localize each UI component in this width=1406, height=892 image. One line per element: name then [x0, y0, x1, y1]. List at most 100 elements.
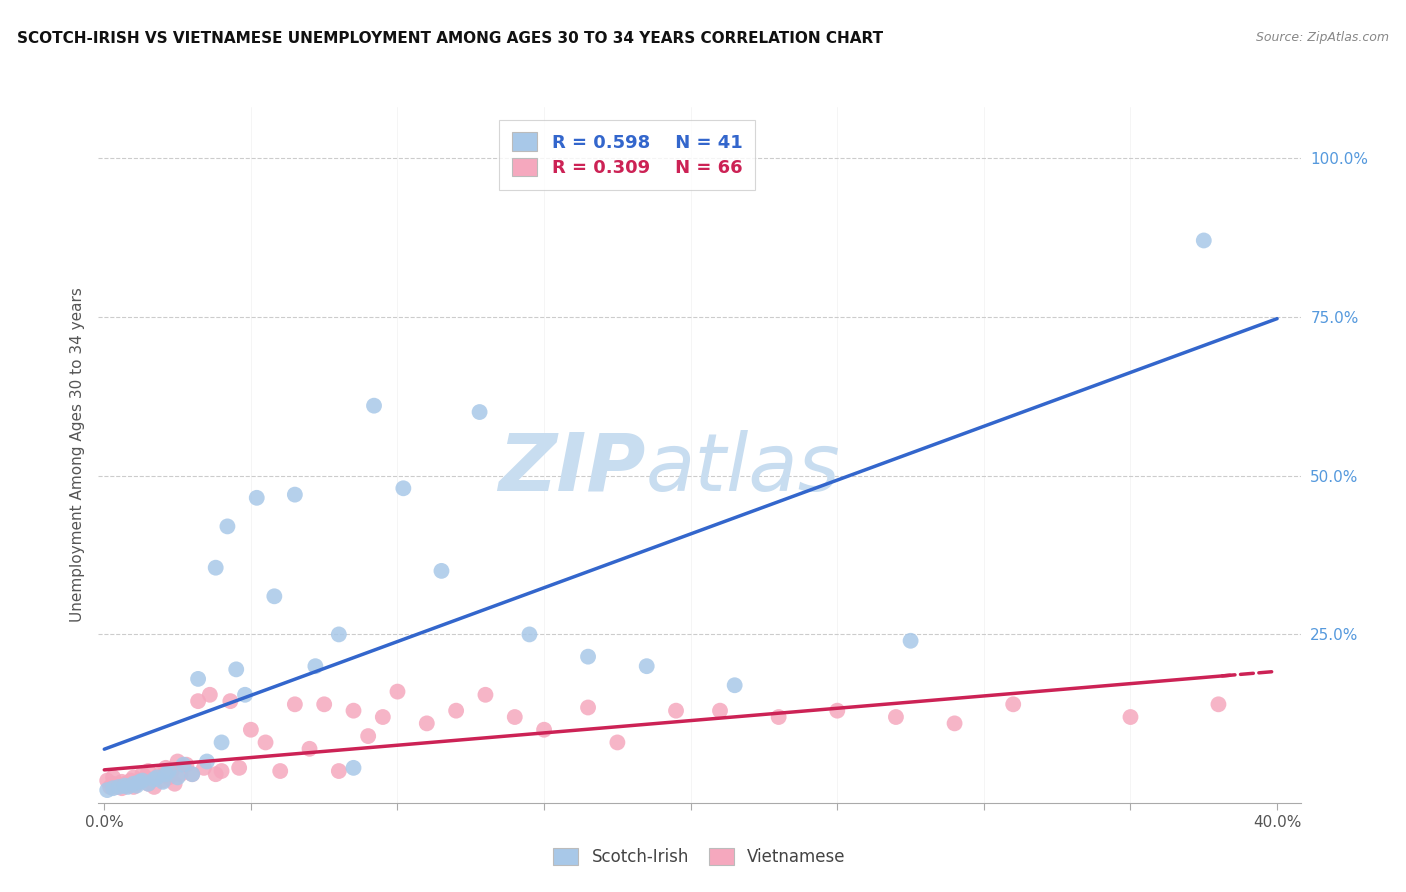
Point [328, 764, 350, 778]
Point [709, 704, 731, 718]
Point [101, 771, 124, 785]
Point [108, 780, 131, 794]
Point [198, 688, 221, 702]
Point [900, 633, 922, 648]
Point [1119, 710, 1142, 724]
Point [128, 774, 150, 789]
Point [217, 519, 239, 533]
Point [298, 741, 321, 756]
Point [155, 761, 177, 775]
Point [101, 781, 124, 796]
Point [416, 716, 439, 731]
Point [169, 767, 191, 781]
Point [152, 773, 174, 788]
Point [204, 767, 226, 781]
Point [1002, 698, 1025, 712]
Point [576, 649, 599, 664]
Point [606, 735, 628, 749]
Point [636, 659, 658, 673]
Point [96, 783, 118, 797]
Point [314, 698, 336, 712]
Point [108, 779, 131, 793]
Point [131, 767, 153, 781]
Point [143, 772, 166, 787]
Legend: Scotch-Irish, Vietnamese: Scotch-Irish, Vietnamese [546, 839, 853, 874]
Point [371, 710, 394, 724]
Point [134, 771, 156, 785]
Point [136, 764, 159, 778]
Point [827, 704, 849, 718]
Point [187, 694, 209, 708]
Point [342, 761, 364, 775]
Point [576, 700, 599, 714]
Point [284, 698, 307, 712]
Text: atlas: atlas [645, 430, 841, 508]
Point [111, 781, 134, 796]
Point [943, 716, 966, 731]
Point [146, 771, 169, 785]
Point [204, 560, 226, 574]
Point [468, 405, 491, 419]
Point [136, 777, 159, 791]
Point [160, 764, 183, 778]
Point [219, 694, 242, 708]
Point [1208, 698, 1230, 712]
Point [125, 777, 148, 791]
Point [392, 481, 415, 495]
Point [96, 773, 118, 788]
Point [117, 779, 139, 793]
Point [474, 688, 496, 702]
Point [149, 767, 172, 781]
Point [157, 764, 180, 778]
Point [211, 764, 233, 778]
Point [444, 704, 467, 718]
Point [176, 757, 198, 772]
Point [225, 662, 247, 676]
Point [254, 735, 277, 749]
Point [152, 774, 174, 789]
Point [211, 735, 233, 749]
Point [181, 767, 204, 781]
Point [172, 757, 194, 772]
Point [193, 761, 215, 775]
Point [131, 773, 153, 788]
Point [114, 777, 136, 791]
Point [724, 678, 747, 692]
Point [430, 564, 453, 578]
Point [122, 780, 145, 794]
Point [228, 761, 250, 775]
Point [98, 780, 121, 794]
Text: Source: ZipAtlas.com: Source: ZipAtlas.com [1256, 31, 1389, 45]
Point [246, 491, 269, 505]
Point [141, 773, 163, 788]
Text: ZIP: ZIP [498, 430, 645, 508]
Point [146, 771, 169, 785]
Point [884, 710, 907, 724]
Point [128, 773, 150, 788]
Point [122, 771, 145, 785]
Point [122, 777, 145, 791]
Point [233, 688, 256, 702]
Point [143, 780, 166, 794]
Point [101, 777, 124, 791]
Point [342, 704, 364, 718]
Point [304, 659, 326, 673]
Point [665, 704, 688, 718]
Point [195, 755, 218, 769]
Point [111, 774, 134, 789]
Point [1192, 234, 1215, 248]
Point [114, 779, 136, 793]
Point [387, 684, 409, 698]
Point [503, 710, 526, 724]
Point [519, 627, 541, 641]
Point [263, 589, 285, 603]
Point [136, 777, 159, 791]
Point [187, 672, 209, 686]
Point [357, 729, 380, 743]
Point [163, 777, 186, 791]
Point [125, 779, 148, 793]
Point [117, 780, 139, 794]
Point [105, 780, 128, 794]
Point [284, 488, 307, 502]
Point [157, 771, 180, 785]
